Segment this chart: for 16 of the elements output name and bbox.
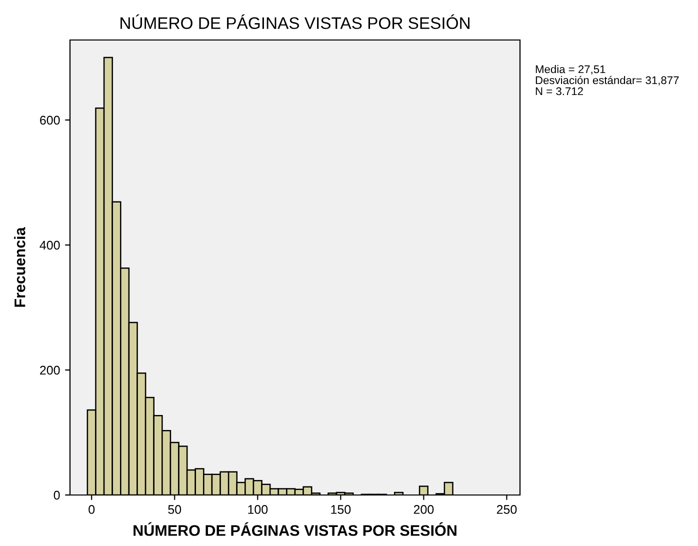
x-tick-label: 50 <box>168 505 182 514</box>
x-tick-label: 0 <box>88 505 95 514</box>
x-axis-title: NÚMERO DE PÁGINAS VISTAS POR SESIÓN <box>134 522 456 536</box>
y-axis-title: Frecuencia <box>14 227 26 307</box>
y-tick-label: 400 <box>40 240 60 250</box>
text: Desviación estándar= 31,877 <box>536 76 679 86</box>
x-tick-label: 250 <box>496 505 517 514</box>
text: N = 3.712 <box>536 87 583 96</box>
x-tick-label: 100 <box>248 505 268 514</box>
text: Media = 27,51 <box>536 65 606 74</box>
y-tick-label: 200 <box>40 366 60 375</box>
y-tick-label: 0 <box>54 490 60 500</box>
y-tick-label: 600 <box>40 116 60 125</box>
x-tick-label: 200 <box>414 505 434 514</box>
x-tick-label: 150 <box>331 505 351 514</box>
chart-title: NÚMERO DE PÁGINAS VISTAS POR SESIÓN <box>120 14 470 30</box>
